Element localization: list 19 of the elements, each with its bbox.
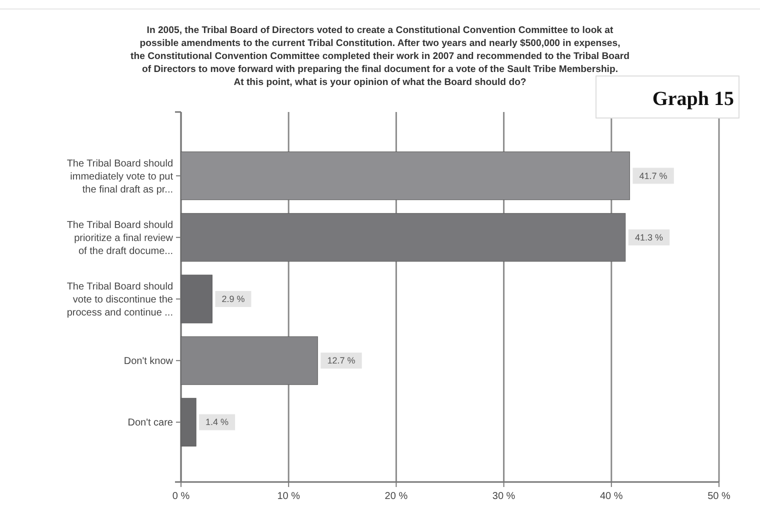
y-tick-label: The Tribal Board should prioritize a final review of the draft docume...: [66, 220, 174, 257]
x-tick-label: 50 %: [708, 491, 731, 502]
data-label: 2.9 %: [222, 294, 245, 304]
x-tick-label: 20 %: [384, 491, 408, 502]
y-tick-label: The Tribal Board should vote to discontinue the process and continue ...: [66, 282, 174, 318]
x-tick-label: 10 %: [277, 491, 300, 502]
y-tick-label: Don't know: [124, 356, 174, 368]
data-label: 12.7 %: [327, 356, 356, 366]
y-tick-label: Don't care: [128, 418, 174, 429]
bar: [180, 398, 196, 446]
y-tick-label: The Tribal Board should immediately vote to put the final draft as pr...: [66, 158, 174, 196]
x-tick-label: 40 %: [600, 491, 623, 502]
chart-title: In 2005, the Tribal Board of Directors voted to create a Constitutional Convention Committee to look at possible amendments to the current Tribal Constitution. After two years and nearly $500,000 in expenses, the Constitutional Convention Committee completed their work in 2007 and recommended to the Tribal Board of Directors to move forward with preparing the final document for a vote of the Sault Tribe Membership. At this point, what is your opinion of what the Board should do?: [130, 25, 630, 88]
data-label: 41.7 %: [639, 170, 668, 181]
data-label: 1.4 %: [206, 417, 229, 428]
x-tick-label: 30 %: [492, 491, 516, 502]
x-tick-label: 0 %: [172, 491, 190, 502]
caption: Graph 15: [652, 88, 734, 110]
data-label: 41.3 %: [634, 232, 664, 242]
